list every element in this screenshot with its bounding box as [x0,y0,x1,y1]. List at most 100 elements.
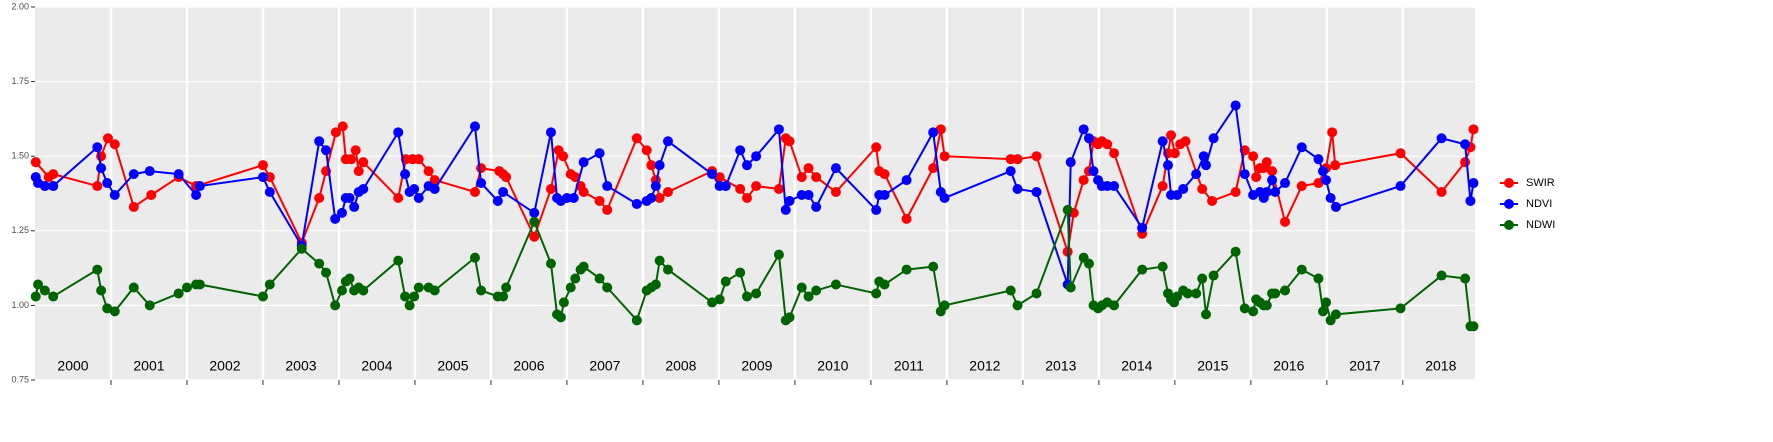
point [565,282,576,293]
point [1468,321,1479,332]
point [1200,309,1211,320]
point [751,288,762,299]
point [773,249,784,260]
point [1280,178,1291,189]
point [901,175,912,186]
point [720,181,731,192]
legend-marker [1504,220,1514,230]
point [939,192,950,203]
point [578,261,589,272]
point [346,154,357,165]
point [545,258,556,269]
point [1280,285,1291,296]
point [257,160,268,171]
point [558,151,569,162]
point [336,285,347,296]
point [39,285,50,296]
point [349,201,360,212]
point [773,184,784,195]
year-label: 2014 [1121,358,1152,374]
year-label: 2006 [513,358,544,374]
point [1180,136,1191,147]
point [735,267,746,278]
point [1083,258,1094,269]
point [1248,306,1259,317]
point [602,181,613,192]
legend-label: NDVI [1526,198,1552,210]
point [1327,127,1338,138]
point [662,187,673,198]
point [393,255,404,266]
point [803,189,814,200]
point [429,285,440,296]
point [429,184,440,195]
point [501,282,512,293]
point [173,288,184,299]
point [1157,181,1168,192]
point [194,279,205,290]
point [48,291,59,302]
point [735,145,746,156]
point [650,279,661,290]
point [830,163,841,174]
point [358,157,369,168]
point [879,279,890,290]
point [128,169,139,180]
point [413,282,424,293]
legend-label: SWIR [1526,177,1555,189]
point [358,285,369,296]
year-label: 2018 [1425,358,1456,374]
point [773,124,784,135]
year-label: 2016 [1273,358,1304,374]
point [314,258,325,269]
point [811,285,822,296]
point [191,189,202,200]
point [1267,175,1278,186]
point [48,181,59,192]
point [570,273,581,284]
point [830,187,841,198]
point [1083,133,1094,144]
point [30,157,41,168]
point [344,192,355,203]
point [662,136,673,147]
point [102,303,113,314]
point [1191,288,1202,299]
point [568,192,579,203]
point [1395,148,1406,159]
point [570,172,581,183]
point [1321,297,1332,308]
point [476,285,487,296]
point [1296,181,1307,192]
point [358,184,369,195]
point [423,166,434,177]
point [1239,303,1250,314]
point [128,201,139,212]
point [469,252,480,263]
point [1078,175,1089,186]
point [1230,187,1241,198]
point [1088,166,1099,177]
point [296,243,307,254]
point [1062,204,1073,215]
point [871,288,882,299]
point [1261,300,1272,311]
point [492,195,503,206]
point [1005,166,1016,177]
point [321,267,332,278]
year-label: 2009 [741,358,772,374]
point [1012,184,1023,195]
point [1109,181,1120,192]
point [780,204,791,215]
y-tick-label: 1.25 [11,225,29,235]
point [784,312,795,323]
point [33,279,44,290]
point [1436,270,1447,281]
year-label: 2000 [57,358,88,374]
point [796,172,807,183]
point [476,163,487,174]
point [1065,282,1076,293]
point [1248,151,1259,162]
point [871,142,882,153]
